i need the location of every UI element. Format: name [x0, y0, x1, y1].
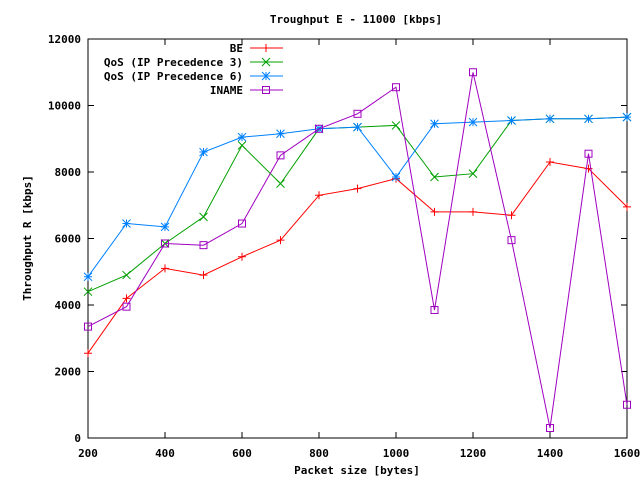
x-tick-label: 1200 — [460, 447, 487, 460]
x-axis-label: Packet size [bytes] — [294, 464, 420, 477]
plot-area-border — [87, 38, 628, 439]
data-point — [161, 239, 169, 248]
chart-title: Troughput E - 11000 [kbps] — [270, 13, 442, 26]
x-tick-label: 400 — [155, 447, 175, 460]
data-point — [546, 424, 554, 433]
data-point — [622, 112, 632, 122]
x-tick-label: 1400 — [537, 447, 564, 460]
data-point — [262, 44, 270, 52]
series-layer — [83, 68, 632, 433]
data-point — [261, 57, 271, 67]
axis-ticks: 200 400 600 800 1000 1200 1400 1600 0 2000 4000 600… — [48, 33, 640, 460]
data-point — [468, 117, 478, 127]
data-point — [315, 124, 323, 133]
data-point — [469, 68, 477, 77]
data-point — [262, 86, 270, 94]
y-tick-label: 8000 — [55, 166, 82, 179]
series-line — [87, 116, 628, 277]
data-point — [261, 71, 271, 81]
data-point — [430, 305, 439, 314]
data-point — [430, 172, 439, 182]
x-tick-label: 1000 — [383, 447, 410, 460]
data-point — [353, 184, 362, 193]
legend-label: QoS (IP Precedence 6) — [104, 70, 243, 83]
data-point — [430, 207, 439, 216]
data-point — [199, 212, 208, 222]
series-line — [87, 116, 628, 293]
data-point — [276, 179, 285, 188]
y-tick-label: 12000 — [48, 33, 81, 46]
series-1 — [84, 158, 631, 358]
data-point — [122, 270, 131, 280]
series-4 — [84, 68, 631, 433]
data-point — [623, 202, 631, 211]
legend-item: QoS (IP Precedence 6) — [104, 70, 283, 83]
legend-label: BE — [230, 42, 243, 55]
y-axis-label: Throughput R [kbps] — [21, 175, 34, 301]
data-point — [353, 122, 362, 132]
data-point — [584, 114, 593, 124]
series-3 — [83, 112, 632, 282]
data-point — [392, 83, 400, 92]
legend-item: BE — [230, 42, 283, 55]
y-tick-label: 2000 — [55, 366, 82, 379]
data-point — [545, 114, 555, 124]
data-point — [161, 264, 169, 273]
data-point — [507, 211, 516, 220]
data-point — [199, 147, 208, 157]
data-point — [160, 222, 170, 232]
data-point — [276, 236, 285, 245]
legend-item: INAME — [210, 84, 283, 97]
data-point — [469, 207, 477, 216]
data-point — [391, 121, 401, 130]
y-tick-label: 6000 — [55, 233, 82, 246]
data-point — [507, 236, 516, 245]
series-line — [87, 72, 628, 429]
y-tick-label: 10000 — [48, 100, 81, 113]
legend-label: INAME — [210, 84, 243, 97]
data-point — [507, 116, 516, 125]
x-tick-label: 800 — [309, 447, 329, 460]
data-point — [353, 109, 362, 118]
y-tick-label: 4000 — [55, 299, 82, 312]
data-point — [237, 141, 247, 150]
data-point — [430, 119, 439, 129]
data-point — [199, 241, 208, 250]
legend-item: QoS (IP Precedence 3) — [104, 56, 283, 69]
x-tick-label: 1600 — [614, 447, 640, 460]
data-point — [238, 219, 246, 228]
data-point — [237, 132, 247, 142]
data-point — [238, 252, 246, 261]
data-point — [546, 158, 554, 167]
legend-label: QoS (IP Precedence 3) — [104, 56, 243, 69]
data-point — [122, 219, 131, 228]
data-point — [623, 400, 631, 409]
data-point — [83, 287, 93, 297]
data-point — [83, 272, 93, 282]
data-point — [84, 349, 92, 358]
data-point — [315, 191, 323, 200]
data-point — [468, 169, 478, 179]
data-point — [199, 271, 208, 280]
data-point — [584, 149, 593, 158]
x-tick-label: 200 — [78, 447, 98, 460]
data-point — [276, 129, 285, 139]
y-tick-label: 0 — [74, 432, 81, 445]
data-point — [122, 294, 131, 303]
x-tick-label: 600 — [232, 447, 252, 460]
data-point — [276, 151, 285, 160]
data-point — [122, 302, 131, 311]
data-point — [84, 322, 92, 331]
data-point — [391, 172, 401, 182]
